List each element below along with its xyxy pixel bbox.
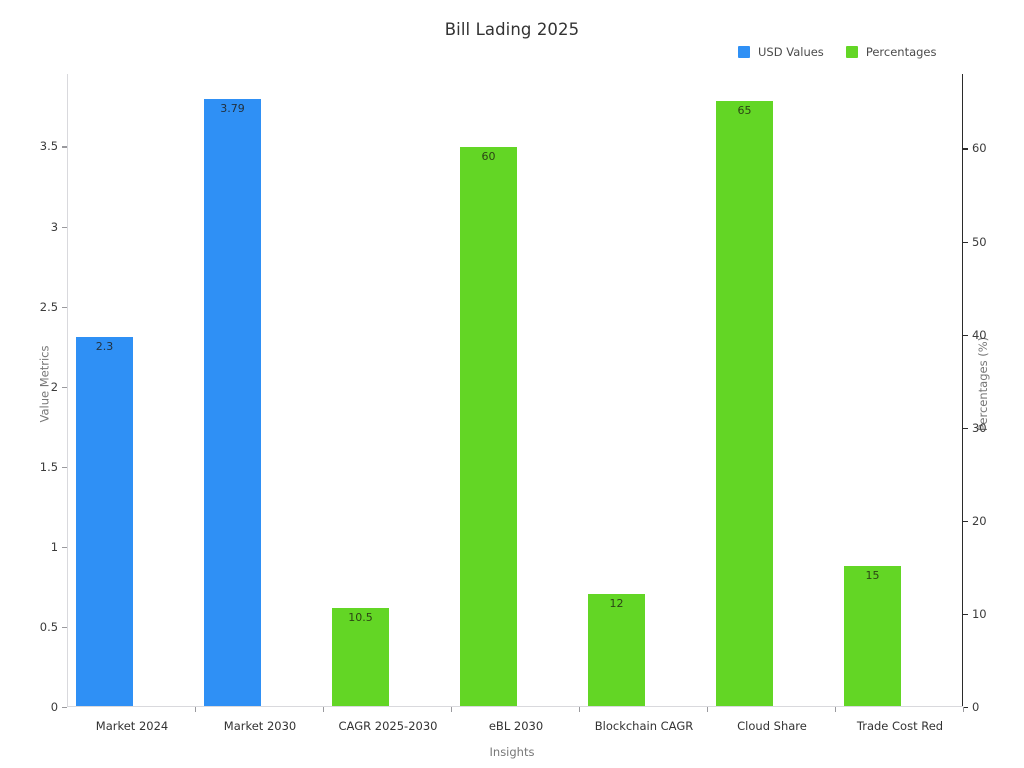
y-axis-left-tick-label: 2.5: [39, 299, 59, 314]
x-axis-tick-label: Market 2030: [223, 719, 297, 733]
x-axis-tick: [835, 707, 837, 712]
bar[interactable]: 10.5: [332, 607, 389, 706]
bar[interactable]: 2.3: [76, 337, 133, 706]
x-axis-tick-label: Trade Cost Red: [856, 719, 944, 733]
plot-area: 0 0.5 1 1.5 2 2.5 3 3.5 0 10 20 30 40 50 60 Market 2024…: [40, 74, 987, 733]
y-axis-right-tick-label: 40: [971, 327, 987, 342]
y-axis-left-tick: [62, 466, 67, 468]
y-axis-left-tick: [62, 626, 67, 629]
legend-item[interactable]: Percentages: [845, 45, 937, 59]
y-axis-right-tick: [963, 707, 968, 709]
y-axis-right-tick-label: 0: [971, 700, 980, 714]
x-axis-tick: [451, 707, 453, 712]
bar[interactable]: 60: [460, 147, 517, 706]
x-axis-tick-label: CAGR 2025-2030: [338, 719, 438, 733]
y-axis-right-tick-label: 10: [971, 606, 987, 621]
y-axis-left-tick: [62, 146, 67, 148]
y-axis-right-tick: [963, 241, 968, 243]
chart-legend: USD Values Percentages: [738, 45, 937, 59]
y-axis-left-title: Value Metrics: [37, 345, 52, 423]
bar[interactable]: 65: [716, 100, 773, 706]
bar-value-label: 60: [481, 150, 496, 164]
y-axis-right-tick-label: 30: [971, 420, 987, 435]
x-axis-title: Insights: [489, 745, 535, 759]
bar[interactable]: 12: [588, 594, 645, 706]
y-axis-left-tick-label: 1.5: [39, 459, 59, 474]
x-axis-tick-label: Cloud Share: [737, 719, 807, 733]
legend-label: Percentages: [865, 45, 937, 59]
legend-swatch-icon: [738, 46, 750, 58]
y-axis-left-tick: [62, 546, 67, 549]
y-axis-right-tick: [963, 520, 968, 522]
legend-label: USD Values: [758, 45, 824, 59]
bar-value-label: 10.5: [348, 610, 373, 624]
y-axis-left-line: [67, 74, 69, 707]
y-axis-left-tick-label: 0: [50, 700, 59, 714]
y-axis-left-tick: [62, 306, 67, 308]
y-axis-right-tick-label: 50: [971, 234, 987, 249]
y-axis-right-tick: [963, 427, 968, 429]
bar[interactable]: 3.79: [204, 98, 261, 706]
y-axis-left-tick-label: 0.5: [39, 619, 59, 634]
y-axis-left-tick: [62, 226, 67, 228]
bar-value-label: 65: [737, 103, 752, 117]
x-axis-tick: [963, 707, 965, 712]
x-axis-tick: [323, 707, 325, 712]
bar-value-label: 12: [609, 597, 624, 610]
legend-item[interactable]: USD Values: [738, 45, 824, 59]
x-axis-tick: [579, 707, 581, 712]
y-axis-right-tick-label: 60: [971, 141, 987, 156]
x-axis-line: [67, 705, 963, 707]
y-axis-left-tick-label: 3: [50, 219, 59, 234]
x-axis-tick-label: eBL 2030: [488, 719, 544, 733]
y-axis-left-tick: [62, 386, 67, 388]
y-axis-right-tick: [963, 334, 968, 336]
bar-value-label: 15: [865, 569, 880, 583]
x-axis-tick: [195, 707, 197, 712]
y-axis-right-line: [961, 74, 963, 707]
legend-swatch-icon: [845, 46, 858, 58]
x-axis-tick-label: Market 2024: [95, 719, 169, 733]
y-axis-left-tick-label: 2: [50, 379, 59, 394]
y-axis-right-tick-label: 20: [971, 513, 987, 528]
bar-value-label: 3.79: [220, 101, 245, 115]
y-axis-right-tick: [963, 613, 968, 616]
x-axis-tick-label: Blockchain CAGR: [594, 719, 694, 733]
y-axis-right-title: Percentages (%): [975, 336, 990, 432]
bar-value-label: 2.3: [95, 340, 114, 354]
y-axis-right-tick: [963, 148, 968, 150]
chart-title: Bill Lading 2025: [444, 20, 580, 39]
y-axis-left-tick: [62, 707, 67, 709]
y-axis-left-tick-label: 3.5: [39, 139, 59, 154]
y-axis-left-tick-label: 1: [50, 539, 59, 554]
x-axis-tick: [707, 707, 709, 712]
bar[interactable]: 15: [844, 566, 901, 706]
